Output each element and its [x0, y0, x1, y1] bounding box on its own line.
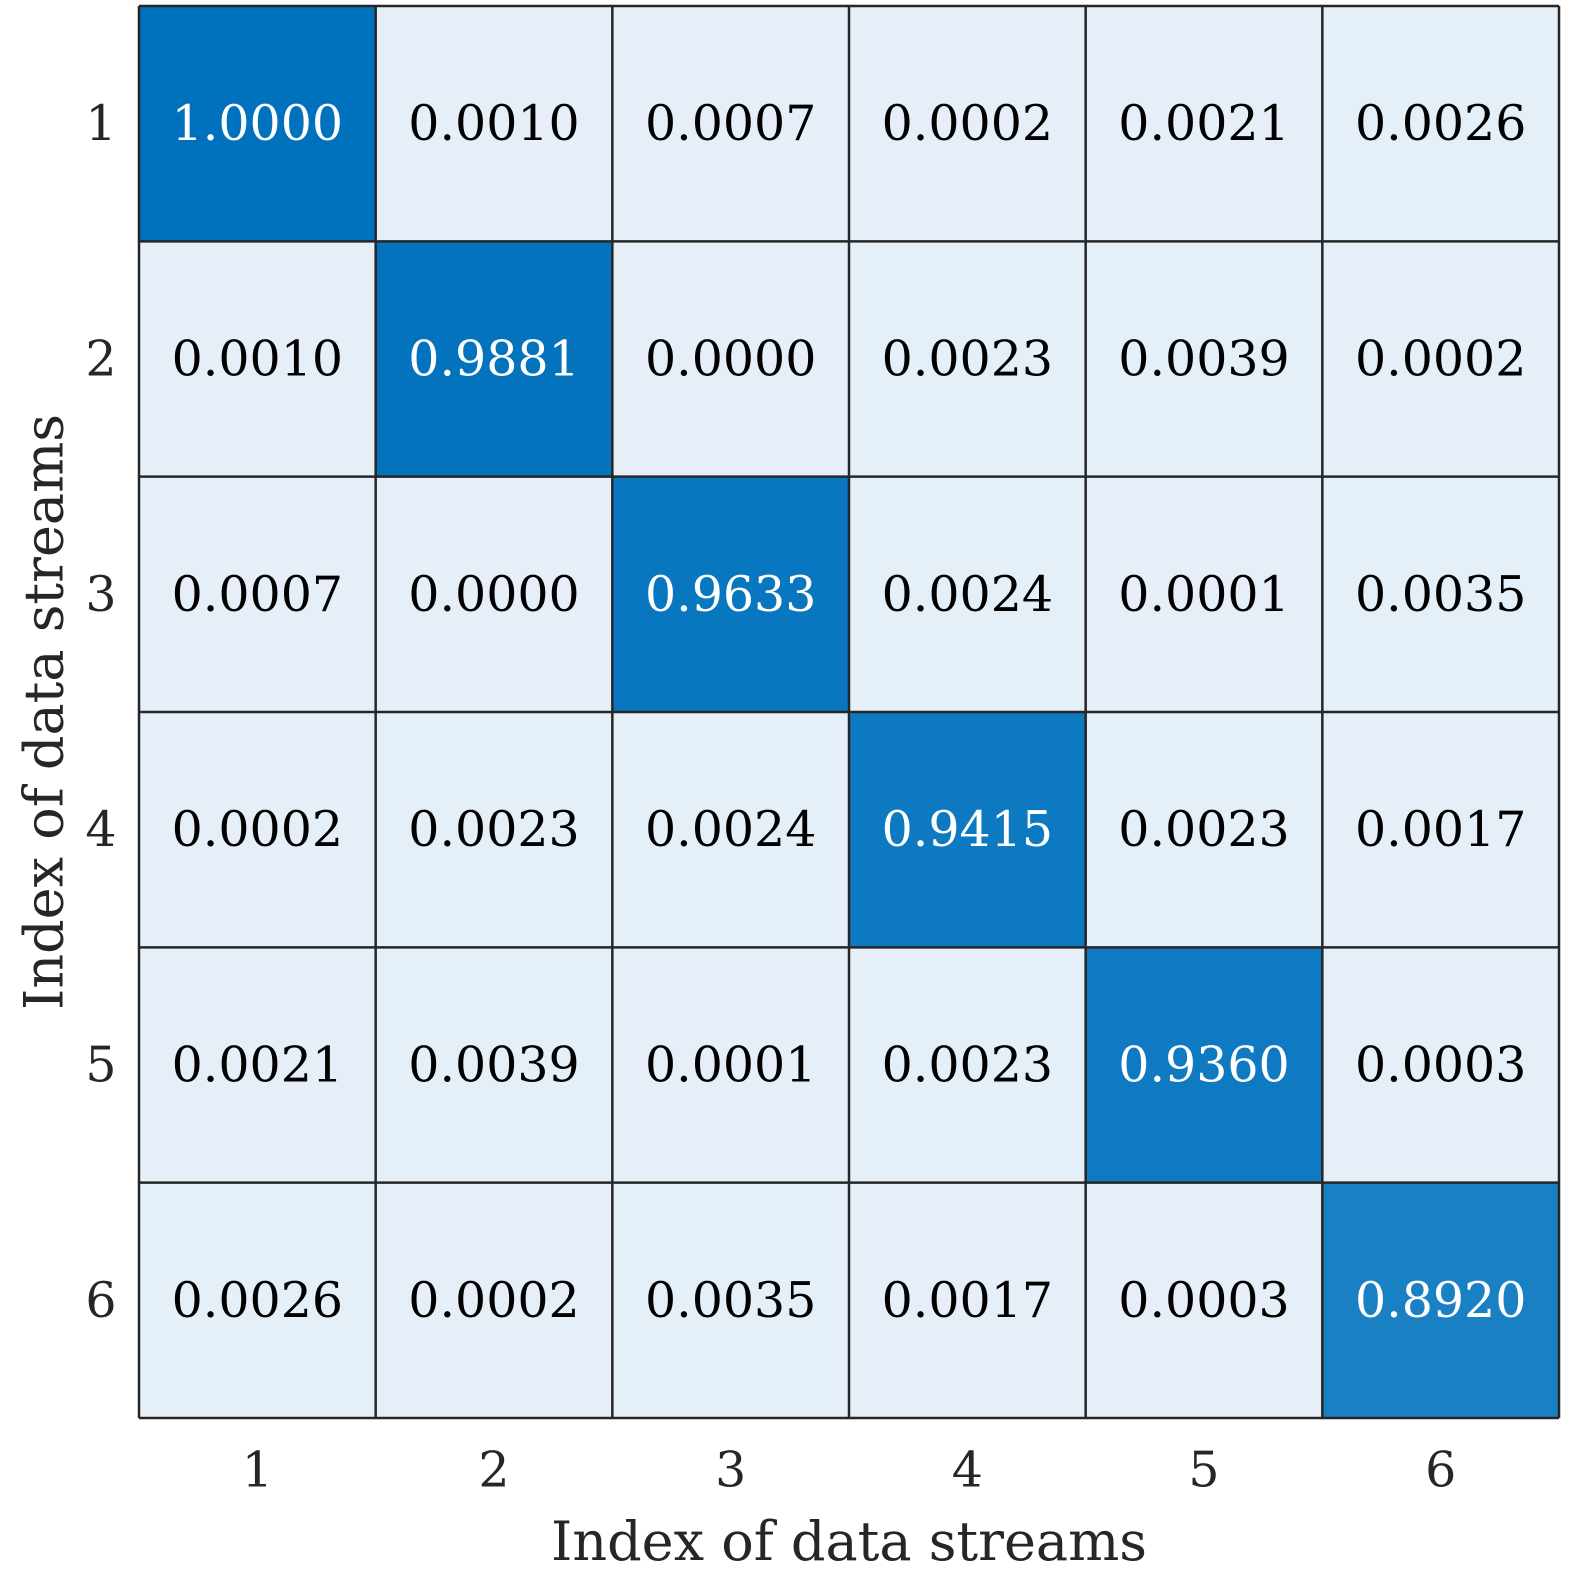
- y-axis-title: Index of data streams: [13, 414, 76, 1010]
- heatmap-cell-r3-c6: [1322, 476, 1559, 712]
- heatmap-cell-r3-c5: [1085, 476, 1323, 712]
- cell-value-label-r3-c4: 0.0024: [882, 566, 1053, 623]
- y-tick-label: 5: [85, 1037, 116, 1094]
- heatmap-cell-r4-c6: [1322, 712, 1559, 948]
- cell-value-label-r4-c6: 0.0017: [1355, 801, 1526, 858]
- heatmap-cell-r1-c2: [375, 6, 613, 242]
- cell-value-label-r1-c6: 0.0026: [1355, 95, 1526, 152]
- y-axis-ticks: 1 2 3 4 5 6: [85, 95, 116, 1329]
- cell-value-label-r4-c2: 0.0023: [408, 801, 579, 858]
- heatmap-cell-r1-c4: [849, 6, 1086, 242]
- heatmap-cell-r4-c2: [375, 712, 613, 948]
- heatmap-cell-r5-c6: [1322, 947, 1559, 1183]
- heatmap-cell-r3-c2: [375, 476, 613, 712]
- heatmap-cell-r3-c3: [612, 476, 849, 712]
- cell-value-label-r1-c2: 0.0010: [408, 95, 579, 152]
- heatmap-cell-r5-c2: [375, 947, 613, 1183]
- heatmap-cell-r3-c4: [849, 476, 1086, 712]
- cell-value-label-r5-c4: 0.0023: [882, 1037, 1053, 1094]
- cell-value-label-r4-c5: 0.0023: [1118, 801, 1289, 858]
- heatmap-cell-r4-c4: [849, 712, 1086, 948]
- x-axis-title: Index of data streams: [551, 1510, 1147, 1573]
- x-tick-label: 1: [242, 1442, 273, 1499]
- y-tick-label: 4: [85, 801, 116, 858]
- x-tick-label: 5: [1188, 1442, 1219, 1499]
- cell-value-label-r1-c1: 1.0000: [172, 95, 343, 152]
- cell-value-label-r2-c2: 0.9881: [408, 331, 579, 388]
- cell-value-label-r2-c5: 0.0039: [1118, 331, 1289, 388]
- cell-value-label-r2-c1: 0.0010: [172, 331, 343, 388]
- y-tick-label: 6: [85, 1272, 116, 1329]
- heatmap-cell-r6-c1: [139, 1182, 376, 1418]
- heatmap-cell-r1-c6: [1322, 6, 1559, 242]
- cell-value-label-r3-c6: 0.0035: [1355, 566, 1526, 623]
- x-tick-label: 4: [952, 1442, 983, 1499]
- heatmap-cell-r4-c1: [139, 712, 376, 948]
- cell-value-label-r1-c4: 0.0002: [882, 95, 1053, 152]
- x-axis-ticks: 1 2 3 4 5 6: [242, 1442, 1457, 1499]
- heatmap-cell-r2-c4: [849, 241, 1086, 477]
- heatmap-cell-r6-c2: [375, 1182, 613, 1418]
- cell-value-label-r1-c5: 0.0021: [1118, 95, 1289, 152]
- heatmap-cell-r2-c6: [1322, 241, 1559, 477]
- cell-value-label-r6-c3: 0.0035: [645, 1272, 816, 1329]
- cell-value-label-r4-c1: 0.0002: [172, 801, 343, 858]
- cell-value-label-r6-c4: 0.0017: [882, 1272, 1053, 1329]
- cell-value-label-r6-c6: 0.8920: [1355, 1272, 1526, 1329]
- cell-value-label-r4-c4: 0.9415: [882, 801, 1053, 858]
- cell-value-label-r3-c3: 0.9633: [645, 566, 816, 623]
- heatmap-cell-r5-c1: [139, 947, 376, 1183]
- heatmap-cells: 1.0000 0.0010 0.0007 0.0002 0.0021 0.0026 0.00…: [139, 6, 1559, 1418]
- heatmap-cell-r6-c6: [1322, 1182, 1559, 1418]
- heatmap-cell-r5-c5: [1085, 947, 1323, 1183]
- heatmap-cell-r2-c2: [375, 241, 613, 477]
- cell-value-label-r2-c4: 0.0023: [882, 331, 1053, 388]
- heatmap-cell-r2-c3: [612, 241, 849, 477]
- heatmap-cell-r3-c1: [139, 476, 376, 712]
- heatmap-cell-r5-c4: [849, 947, 1086, 1183]
- x-tick-label: 6: [1425, 1442, 1456, 1499]
- cell-value-label-r3-c1: 0.0007: [172, 566, 343, 623]
- cell-value-label-r5-c2: 0.0039: [408, 1037, 579, 1094]
- cell-value-label-r5-c3: 0.0001: [645, 1037, 816, 1094]
- y-tick-label: 1: [85, 95, 116, 152]
- heatmap-cell-r2-c5: [1085, 241, 1323, 477]
- cell-value-label-r6-c1: 0.0026: [172, 1272, 343, 1329]
- heatmap-cell-r6-c4: [849, 1182, 1086, 1418]
- heatmap-cell-r6-c5: [1085, 1182, 1323, 1418]
- heatmap-cell-r6-c3: [612, 1182, 849, 1418]
- y-tick-label: 3: [85, 566, 116, 623]
- cell-value-label-r2-c6: 0.0002: [1355, 331, 1526, 388]
- heatmap-grid: [137, 4, 1561, 1420]
- heatmap-cell-r2-c1: [139, 241, 376, 477]
- heatmap-cell-r5-c3: [612, 947, 849, 1183]
- heatmap-cell-r1-c1: [139, 6, 376, 242]
- cell-value-label-r6-c5: 0.0003: [1118, 1272, 1289, 1329]
- cell-value-label-r2-c3: 0.0000: [645, 331, 816, 388]
- y-tick-label: 2: [85, 331, 116, 388]
- cell-value-label-r6-c2: 0.0002: [408, 1272, 579, 1329]
- cell-value-label-r1-c3: 0.0007: [645, 95, 816, 152]
- cell-value-label-r5-c6: 0.0003: [1355, 1037, 1526, 1094]
- cell-value-label-r5-c1: 0.0021: [172, 1037, 343, 1094]
- heatmap-cell-r4-c3: [612, 712, 849, 948]
- cell-value-label-r5-c5: 0.9360: [1118, 1037, 1289, 1094]
- cell-value-label-r3-c5: 0.0001: [1118, 566, 1289, 623]
- cell-value-label-r4-c3: 0.0024: [645, 801, 816, 858]
- heatmap-cell-r4-c5: [1085, 712, 1323, 948]
- x-tick-label: 2: [478, 1442, 509, 1499]
- heatmap-cell-r1-c3: [612, 6, 849, 242]
- x-tick-label: 3: [715, 1442, 746, 1499]
- heatmap-cell-r1-c5: [1085, 6, 1323, 242]
- cell-value-label-r3-c2: 0.0000: [408, 566, 579, 623]
